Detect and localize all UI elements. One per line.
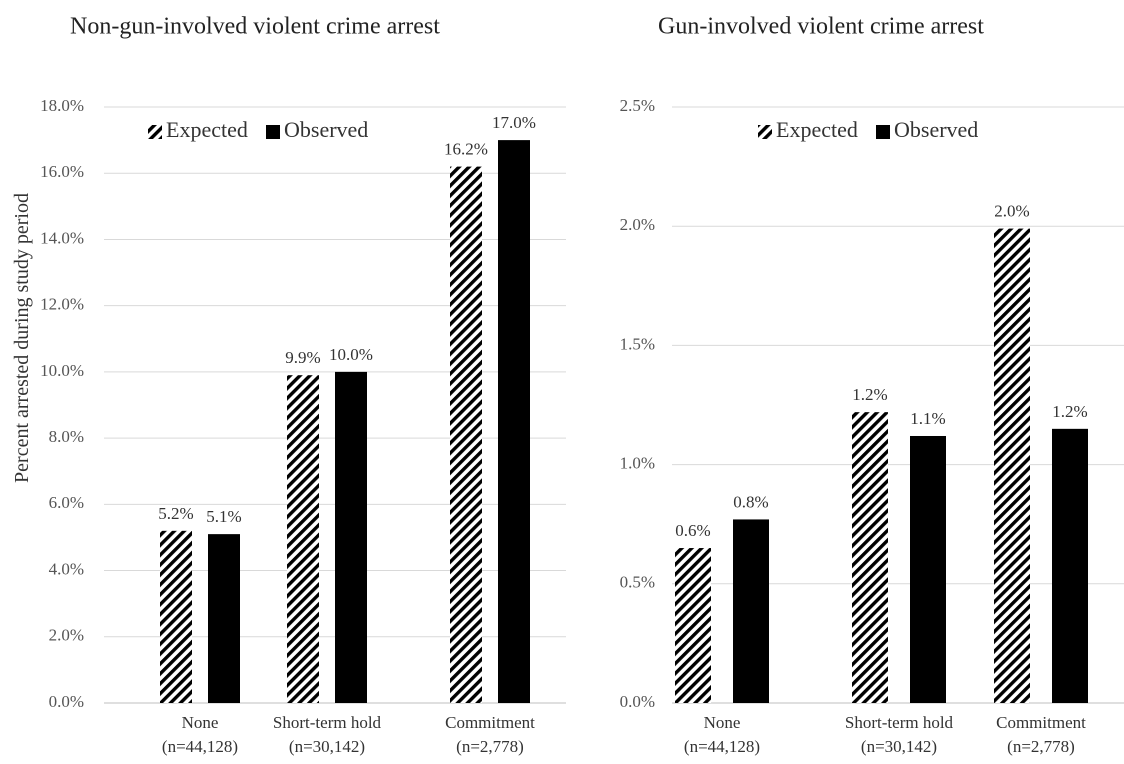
y-tick-label: 12.0% xyxy=(40,295,84,314)
chart-title: Non-gun-involved violent crime arrest xyxy=(70,14,440,40)
chart-title: Gun-involved violent crime arrest xyxy=(658,14,984,40)
bar-expected xyxy=(450,166,482,704)
x-category-sublabel: (n=2,778) xyxy=(1007,737,1075,756)
legend-label-expected: Expected xyxy=(166,117,248,142)
x-category-label: Short-term hold xyxy=(273,713,382,732)
bar-observed xyxy=(733,519,769,703)
y-tick-label: 2.5% xyxy=(620,96,655,115)
x-category-sublabel: (n=44,128) xyxy=(684,737,760,756)
bar-expected xyxy=(994,228,1030,704)
data-label-expected: 1.2% xyxy=(852,385,887,404)
bar-expected xyxy=(160,530,192,703)
y-tick-label: 10.0% xyxy=(40,361,84,380)
data-label-expected: 5.2% xyxy=(158,504,193,523)
x-category-label: Short-term hold xyxy=(845,713,954,732)
bar-observed xyxy=(208,534,240,703)
legend: Expected Observed xyxy=(758,117,978,142)
data-label-expected: 0.6% xyxy=(675,521,710,540)
chart-non-gun: Non-gun-involved violent crime arrest 0.0… xyxy=(40,14,566,756)
data-label-expected: 16.2% xyxy=(444,140,488,159)
y-axis-label: Percent arrested during study period xyxy=(11,193,33,483)
y-tick-label: 1.5% xyxy=(620,334,655,353)
y-tick-label: 0.0% xyxy=(620,692,655,711)
x-category-label: None xyxy=(182,713,219,732)
legend-swatch-expected xyxy=(758,125,772,139)
legend-swatch-observed xyxy=(876,125,890,139)
data-label-observed: 1.2% xyxy=(1052,402,1087,421)
legend-label-expected: Expected xyxy=(776,117,858,142)
bar-expected xyxy=(675,548,711,703)
y-tick-label: 0.0% xyxy=(49,692,84,711)
x-category-label: None xyxy=(704,713,741,732)
data-label-expected: 2.0% xyxy=(994,202,1029,221)
bar-observed xyxy=(910,435,946,703)
legend-label-observed: Observed xyxy=(894,117,978,142)
y-tick-label: 8.0% xyxy=(49,427,84,446)
legend-swatch-expected xyxy=(148,125,162,139)
y-tick-label: 14.0% xyxy=(40,228,84,247)
y-tick-label: 6.0% xyxy=(49,493,84,512)
y-tick-label: 1.0% xyxy=(620,454,655,473)
bar-observed xyxy=(498,140,530,704)
chart-gun: Gun-involved violent crime arrest 0.0% 0.5… xyxy=(620,14,1124,756)
bar-observed xyxy=(1052,428,1088,703)
bar-expected xyxy=(287,375,319,703)
y-tick-label: 4.0% xyxy=(49,559,84,578)
x-category-sublabel: (n=2,778) xyxy=(456,737,524,756)
y-tick-label: 2.0% xyxy=(620,215,655,234)
y-tick-label: 18.0% xyxy=(40,96,84,115)
bar-expected xyxy=(852,412,888,703)
x-category-label: Commitment xyxy=(996,713,1086,732)
data-label-observed: 5.1% xyxy=(206,507,241,526)
x-category-sublabel: (n=44,128) xyxy=(162,737,238,756)
y-tick-label: 0.5% xyxy=(620,573,655,592)
x-category-sublabel: (n=30,142) xyxy=(289,737,365,756)
legend-swatch-observed xyxy=(266,125,280,139)
data-label-observed: 17.0% xyxy=(492,113,536,132)
x-category-label: Commitment xyxy=(445,713,535,732)
legend: Expected Observed xyxy=(148,117,368,142)
data-label-observed: 10.0% xyxy=(329,345,373,364)
data-label-observed: 1.1% xyxy=(910,409,945,428)
x-category-sublabel: (n=30,142) xyxy=(861,737,937,756)
y-tick-label: 16.0% xyxy=(40,162,84,181)
y-tick-label: 2.0% xyxy=(49,626,84,645)
bar-observed xyxy=(335,371,367,703)
legend-label-observed: Observed xyxy=(284,117,368,142)
data-label-observed: 0.8% xyxy=(733,492,768,511)
data-label-expected: 9.9% xyxy=(285,348,320,367)
